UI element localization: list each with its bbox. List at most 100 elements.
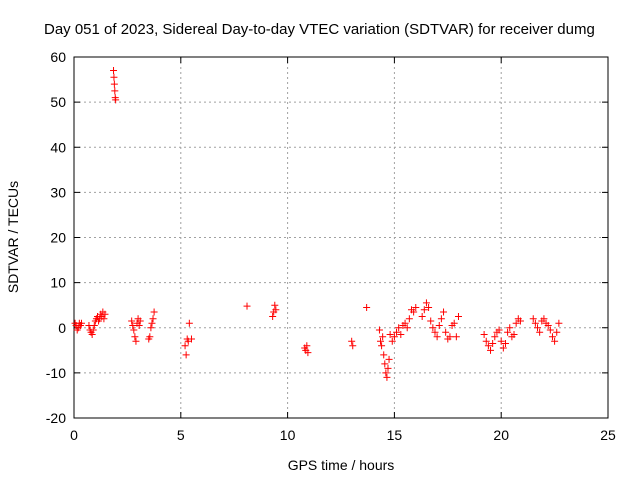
data-point [540, 315, 548, 323]
data-point [431, 328, 439, 336]
data-point [429, 324, 437, 332]
data-point [534, 324, 542, 332]
data-point [271, 301, 279, 309]
chart-title: Day 051 of 2023, Sidereal Day-to-day VTE… [44, 21, 595, 38]
data-point [482, 337, 490, 345]
y-tick-label: 30 [50, 184, 66, 200]
axis-ticks: 0 5 10 15 20 25 -20 -10 0 10 20 30 40 50 60 [46, 49, 616, 443]
data-point [489, 340, 497, 348]
data-point [88, 331, 96, 339]
x-tick-label: 0 [70, 427, 78, 443]
data-point [77, 319, 85, 327]
data-point [544, 321, 552, 329]
data-point [450, 319, 458, 327]
data-point [146, 333, 154, 341]
x-tick-label: 15 [387, 427, 403, 443]
data-point [506, 324, 514, 332]
data-point [382, 369, 390, 377]
data-point [499, 344, 507, 352]
y-tick-label: 0 [58, 320, 66, 336]
data-point [149, 315, 157, 323]
y-tick-label: 40 [50, 139, 66, 155]
data-point [403, 324, 411, 332]
data-point [111, 87, 119, 95]
data-point [437, 315, 445, 323]
data-point [375, 326, 383, 334]
data-point [110, 67, 118, 75]
data-points [71, 67, 563, 381]
data-point [546, 326, 554, 334]
data-point [480, 331, 488, 339]
data-point [147, 324, 155, 332]
data-point [425, 303, 433, 311]
data-point [182, 351, 190, 359]
data-point [363, 303, 371, 311]
data-point [427, 317, 435, 325]
data-point [440, 308, 448, 316]
data-point [101, 310, 109, 318]
data-point [349, 342, 357, 350]
data-point [484, 342, 492, 350]
data-point [422, 299, 430, 307]
data-point [418, 312, 426, 320]
data-point [388, 337, 396, 345]
x-tick-label: 20 [493, 427, 509, 443]
data-point [491, 333, 499, 341]
y-tick-label: -10 [46, 365, 66, 381]
data-point [380, 351, 388, 359]
y-tick-label: 10 [50, 275, 66, 291]
data-point [384, 364, 392, 372]
y-tick-label: 20 [50, 230, 66, 246]
y-tick-label: -20 [46, 410, 66, 426]
data-point [110, 73, 118, 81]
data-point [89, 326, 97, 334]
data-point [269, 312, 277, 320]
data-point [110, 80, 118, 88]
data-point [452, 333, 460, 341]
x-tick-label: 10 [280, 427, 296, 443]
data-point [531, 319, 539, 327]
data-point [435, 321, 443, 329]
y-axis-label: SDTVAR / TECUs [5, 181, 21, 293]
data-point [410, 308, 418, 316]
data-point [548, 333, 556, 341]
data-point [383, 373, 391, 381]
data-point [148, 319, 156, 327]
data-point [501, 340, 509, 348]
data-point [130, 326, 138, 334]
data-point [555, 319, 563, 327]
data-point [187, 335, 195, 343]
data-point [420, 306, 428, 314]
data-point [405, 315, 413, 323]
data-point [401, 319, 409, 327]
data-point [348, 337, 356, 345]
data-point [397, 331, 405, 339]
data-point [529, 315, 537, 323]
data-point [487, 346, 495, 354]
data-point [379, 333, 387, 341]
data-point [377, 337, 385, 345]
data-point [272, 306, 280, 314]
y-tick-label: 60 [50, 49, 66, 65]
data-point [510, 331, 518, 339]
x-axis-label: GPS time / hours [288, 457, 395, 473]
data-point [303, 342, 311, 350]
data-point [504, 328, 512, 336]
data-point [385, 355, 393, 363]
data-point [386, 331, 394, 339]
data-point [536, 328, 544, 336]
x-tick-label: 25 [600, 427, 616, 443]
data-point [132, 337, 140, 345]
data-point [381, 360, 389, 368]
x-tick-label: 5 [177, 427, 185, 443]
data-point [128, 317, 136, 325]
data-point [553, 328, 561, 336]
data-point [100, 315, 108, 323]
data-point [442, 328, 450, 336]
data-point [150, 308, 158, 316]
y-tick-label: 50 [50, 94, 66, 110]
data-point [304, 349, 312, 357]
grid-lines [74, 57, 608, 418]
data-point [497, 337, 505, 345]
